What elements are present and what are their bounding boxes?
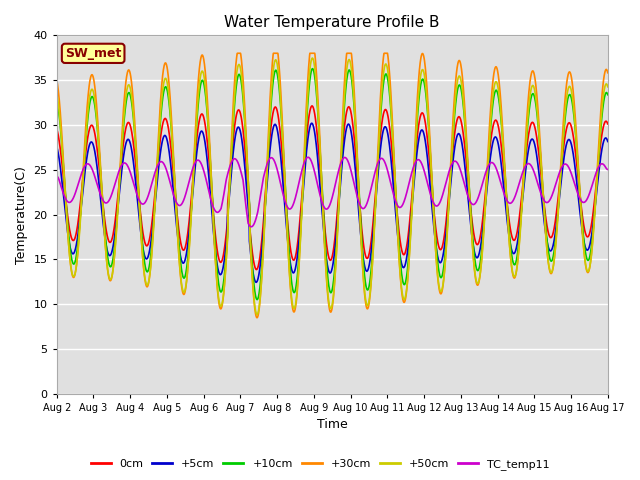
+10cm (53, 97, 61, 103)
+10cm (349, 84, 356, 90)
+50cm (253, 312, 261, 317)
TC_temp11 (247, 224, 255, 229)
+30cm (207, 154, 214, 160)
+50cm (571, 119, 579, 125)
TC_temp11 (604, 167, 612, 172)
Line: +30cm: +30cm (57, 53, 608, 318)
0cm (349, 120, 356, 125)
+5cm (308, 120, 316, 126)
+5cm (349, 138, 356, 144)
+10cm (493, 88, 500, 94)
X-axis label: Time: Time (317, 419, 348, 432)
Line: TC_temp11: TC_temp11 (57, 157, 608, 227)
TC_temp11 (304, 155, 312, 160)
+10cm (361, 273, 369, 278)
+30cm (253, 315, 261, 321)
+50cm (53, 91, 61, 96)
+10cm (308, 66, 316, 72)
Legend: 0cm, +5cm, +10cm, +30cm, +50cm, TC_temp11: 0cm, +5cm, +10cm, +30cm, +50cm, TC_temp1… (86, 455, 554, 474)
0cm (361, 248, 369, 254)
0cm (604, 121, 612, 127)
+10cm (571, 122, 579, 128)
TC_temp11 (493, 167, 500, 173)
TC_temp11 (361, 205, 369, 211)
+10cm (207, 159, 214, 165)
Line: +10cm: +10cm (57, 69, 608, 300)
+50cm (556, 190, 563, 195)
+5cm (53, 144, 61, 149)
+50cm (308, 55, 316, 61)
+30cm (383, 50, 391, 56)
Y-axis label: Temperature(C): Temperature(C) (15, 166, 28, 264)
Title: Water Temperature Profile B: Water Temperature Profile B (225, 15, 440, 30)
0cm (556, 182, 563, 188)
0cm (308, 103, 316, 109)
+50cm (493, 80, 500, 85)
Line: 0cm: 0cm (57, 106, 608, 270)
+10cm (604, 92, 612, 97)
+30cm (53, 77, 61, 83)
+50cm (361, 288, 369, 293)
+30cm (571, 108, 579, 114)
+5cm (361, 263, 369, 269)
Text: SW_met: SW_met (65, 47, 122, 60)
+5cm (493, 136, 500, 142)
+5cm (604, 139, 612, 144)
Line: +5cm: +5cm (57, 123, 608, 282)
+30cm (493, 65, 500, 71)
+10cm (556, 188, 563, 194)
TC_temp11 (207, 195, 214, 201)
0cm (571, 144, 579, 150)
+5cm (252, 279, 260, 285)
+50cm (349, 77, 356, 83)
0cm (207, 173, 214, 179)
0cm (53, 126, 61, 132)
Line: +50cm: +50cm (57, 58, 608, 314)
+30cm (604, 70, 612, 76)
+30cm (348, 60, 356, 65)
+5cm (556, 194, 563, 200)
TC_temp11 (571, 182, 579, 188)
+5cm (207, 191, 214, 197)
TC_temp11 (556, 169, 563, 175)
TC_temp11 (53, 173, 61, 179)
+5cm (571, 163, 579, 168)
+10cm (253, 297, 261, 302)
0cm (493, 118, 500, 124)
+30cm (556, 183, 563, 189)
+50cm (207, 161, 214, 167)
TC_temp11 (349, 174, 356, 180)
0cm (253, 267, 260, 273)
+50cm (604, 84, 612, 90)
+30cm (360, 288, 368, 293)
